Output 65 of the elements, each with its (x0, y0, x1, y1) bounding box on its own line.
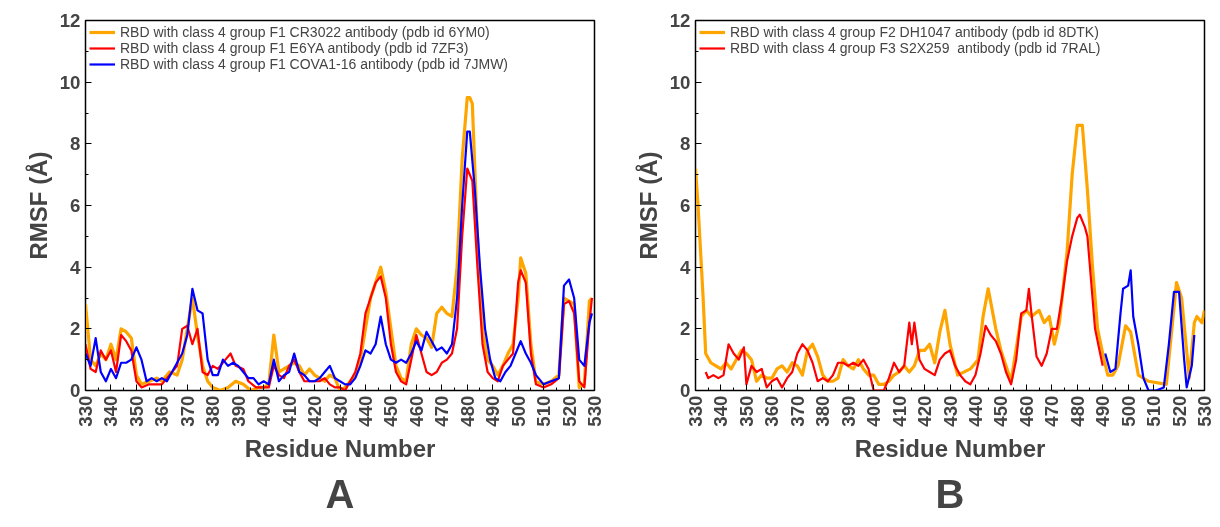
legend-label: RBD with class 4 group F2 DH1047 antibody (pdb id 8DTK) (730, 24, 1099, 40)
x-tick-label: 340 (710, 395, 732, 427)
y-tick-label: 2 (70, 318, 81, 340)
x-tick-label: 490 (1092, 395, 1114, 427)
x-tick-label: 480 (1066, 395, 1088, 427)
x-tick-label: 470 (431, 395, 453, 427)
x-tick-label: 490 (482, 395, 504, 427)
x-tick-label: 510 (533, 395, 555, 427)
y-tick-label: 10 (669, 71, 691, 93)
y-tick-label: 12 (669, 10, 691, 31)
line-series (704, 213, 1104, 391)
x-tick-label: 430 (939, 395, 961, 427)
y-axis-title: RMSF (Å) (24, 151, 52, 260)
y-tick-label: 8 (70, 133, 81, 155)
x-tick-label: 450 (380, 395, 402, 427)
y-tick-label: 6 (70, 195, 81, 216)
x-tick-label: 360 (761, 395, 783, 427)
x-tick-label: 470 (1041, 395, 1063, 427)
x-tick-label: 370 (176, 395, 198, 427)
x-tick-label: 510 (1143, 395, 1165, 427)
x-tick-label: 380 (202, 395, 224, 427)
x-tick-label: 350 (735, 395, 757, 427)
x-tick-label: 390 (837, 395, 859, 427)
x-tick-label: 460 (405, 395, 427, 427)
x-tick-label: 460 (1015, 395, 1037, 427)
x-tick-label: 420 (304, 395, 326, 427)
y-tick-label: 6 (680, 195, 691, 216)
x-axis-title: Residue Number (244, 434, 436, 462)
text: B (935, 471, 965, 516)
x-tick-label: 400 (253, 395, 275, 427)
x-tick-label: 420 (914, 395, 936, 427)
x-tick-label: 380 (812, 395, 834, 427)
y-tick-label: 4 (70, 256, 82, 278)
x-tick-label: 500 (507, 395, 529, 427)
y-tick-label: 10 (59, 71, 81, 93)
x-axis-title: Residue Number (854, 434, 1046, 462)
y-tick-label: 8 (680, 133, 691, 155)
y-axis-title: RMSF (Å) (634, 151, 662, 260)
y-tick-label: 2 (680, 318, 691, 340)
x-tick-label: 400 (863, 395, 885, 427)
x-tick-label: 530 (584, 395, 605, 427)
x-tick-label: 530 (1194, 395, 1215, 427)
legend-label: RBD with class 4 group F1 CR3022 antibody (pdb id 6YM0) (120, 24, 490, 40)
x-tick-label: 340 (100, 395, 122, 427)
text: A (325, 471, 355, 516)
x-tick-label: 440 (354, 395, 376, 427)
line-series (1104, 269, 1196, 391)
x-tick-label: 480 (456, 395, 478, 427)
x-tick-label: 430 (329, 395, 351, 427)
legend-label: RBD with class 4 group F1 COVA1-16 antibody (pdb id 7JMW) (120, 56, 509, 72)
x-tick-label: 390 (227, 395, 249, 427)
x-tick-label: 410 (278, 395, 300, 427)
x-tick-label: 350 (125, 395, 147, 427)
x-tick-label: 520 (1168, 395, 1190, 427)
y-tick-label: 12 (59, 10, 81, 31)
x-tick-label: 360 (151, 395, 173, 427)
x-tick-label: 500 (1117, 395, 1139, 427)
x-tick-label: 450 (990, 395, 1012, 427)
x-tick-label: 370 (786, 395, 808, 427)
legend-label: RBD with class 4 group F1 E6YA antibody (pdb id 7ZF3) (120, 40, 469, 56)
legend-label: RBD with class 4 group F3 S2X259 antibody (pdb id 7RAL) (730, 40, 1101, 56)
x-tick-label: 440 (964, 395, 986, 427)
y-tick-label: 4 (680, 256, 692, 278)
x-tick-label: 410 (888, 395, 910, 427)
x-tick-label: 520 (558, 395, 580, 427)
